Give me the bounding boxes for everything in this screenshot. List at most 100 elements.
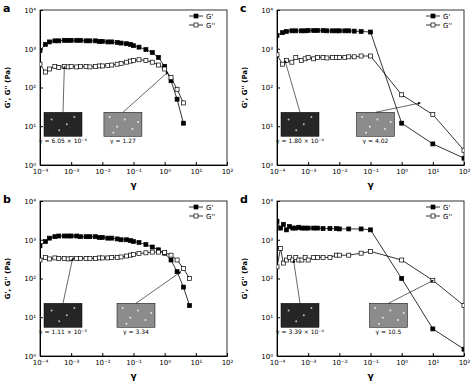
data-point: [181, 285, 185, 289]
y-axis: 10⁰10¹10²10³10⁴: [24, 198, 43, 361]
micrograph-inset: [281, 112, 319, 136]
x-tick-mark: [134, 353, 135, 356]
legend: G'G'': [426, 13, 452, 30]
y-tick-mark: [277, 88, 280, 89]
y-tick: 10¹: [261, 123, 280, 131]
data-point: [115, 40, 119, 44]
y-tick-label: 10⁴: [261, 198, 273, 206]
x-tick: 10⁻²: [95, 353, 111, 367]
data-point: [43, 42, 47, 46]
y-axis-title: G', G'' (Pa): [4, 67, 12, 109]
y-axis: 10⁰10¹10²10³10⁴: [261, 198, 280, 361]
data-point: [462, 304, 464, 308]
data-point: [69, 38, 73, 42]
data-point: [347, 253, 351, 257]
x-tick: 10¹: [427, 162, 439, 176]
x-axis-line: [278, 356, 465, 357]
inset-texture: [397, 319, 399, 321]
x-axis-line: [41, 356, 228, 357]
x-tick: 10⁻³: [64, 162, 80, 176]
data-point: [169, 258, 173, 262]
inset-texture: [109, 116, 111, 118]
data-point: [144, 58, 148, 62]
plot-area: [277, 219, 464, 351]
data-point: [462, 347, 464, 351]
x-tick: 10⁰: [159, 162, 171, 176]
data-point: [181, 101, 185, 105]
x-tick-mark: [165, 162, 166, 165]
y-tick-mark: [277, 10, 280, 11]
y-tick: 10²: [24, 84, 43, 92]
y-tick-label: 10³: [24, 236, 36, 244]
data-point: [325, 29, 329, 33]
annotation-arrow: [294, 260, 300, 303]
y-tick-label: 10³: [261, 45, 273, 53]
data-point: [325, 56, 329, 60]
x-tick: 10⁰: [159, 353, 171, 367]
x-tick-label: 10⁻²: [332, 359, 348, 367]
y-tick: 10⁰: [261, 353, 280, 361]
data-point: [175, 87, 179, 91]
series-line: [277, 221, 464, 349]
data-point: [115, 255, 119, 259]
y-tick-label: 10¹: [261, 314, 273, 322]
data-point: [175, 97, 179, 101]
inset-texture: [125, 323, 127, 325]
inset-texture: [295, 129, 297, 131]
data-point: [47, 257, 51, 261]
data-point: [84, 64, 88, 68]
x-tick-mark: [134, 162, 135, 165]
data-point: [290, 60, 294, 64]
annotation-arrow: [136, 272, 181, 304]
data-point: [53, 256, 57, 260]
data-point: [347, 55, 351, 59]
data-point: [62, 256, 66, 260]
data-point: [79, 256, 83, 260]
x-axis: 10⁻⁴10⁻³10⁻²10⁻¹10⁰10¹10²: [270, 162, 471, 176]
data-point: [144, 48, 148, 52]
inset-texture: [384, 128, 386, 130]
data-point: [119, 255, 123, 259]
inset-texture: [66, 314, 68, 316]
y-tick-mark: [277, 317, 280, 318]
y-tick: 10¹: [261, 314, 280, 322]
panel-title: b: [3, 193, 11, 206]
inset-texture: [51, 310, 53, 312]
data-point: [150, 51, 154, 55]
x-tick: 10⁰: [396, 353, 408, 367]
x-tick-mark: [308, 162, 309, 165]
legend-marker: [194, 205, 198, 209]
data-point: [369, 54, 373, 58]
data-point: [163, 67, 167, 71]
x-tick-mark: [227, 162, 228, 165]
annotation-label: γ = 1.11 × 10⁻³: [39, 328, 87, 336]
x-tick-label: 10⁰: [159, 359, 171, 367]
inset-texture: [374, 307, 376, 309]
data-point: [328, 227, 332, 231]
inset-texture: [310, 116, 312, 118]
data-point: [84, 39, 88, 43]
annotation-arrow: [63, 66, 64, 112]
x-tick: 10²: [459, 353, 471, 367]
legend-label: G': [443, 13, 450, 21]
x-tick-mark: [308, 353, 309, 356]
legend-label: G': [206, 13, 213, 21]
micrograph-inset: [117, 303, 155, 327]
data-point: [337, 253, 341, 257]
data-point: [343, 29, 347, 33]
series-line: [40, 236, 190, 306]
x-tick-label: 10⁻²: [95, 168, 111, 176]
data-point: [119, 238, 123, 242]
annotation-label: γ = 6.05 × 10⁻⁴: [39, 137, 87, 145]
legend-marker: [431, 214, 435, 218]
x-tick-label: 10⁻³: [64, 359, 80, 367]
data-point: [119, 61, 123, 65]
y-tick: 10¹: [24, 123, 43, 131]
y-tick: 10³: [261, 236, 280, 244]
inset-texture: [129, 317, 131, 319]
data-point: [93, 64, 97, 68]
y-tick: 10⁰: [24, 353, 43, 361]
data-point: [431, 278, 435, 282]
x-tick-label: 10⁻³: [64, 168, 80, 176]
x-tick-mark: [433, 162, 434, 165]
